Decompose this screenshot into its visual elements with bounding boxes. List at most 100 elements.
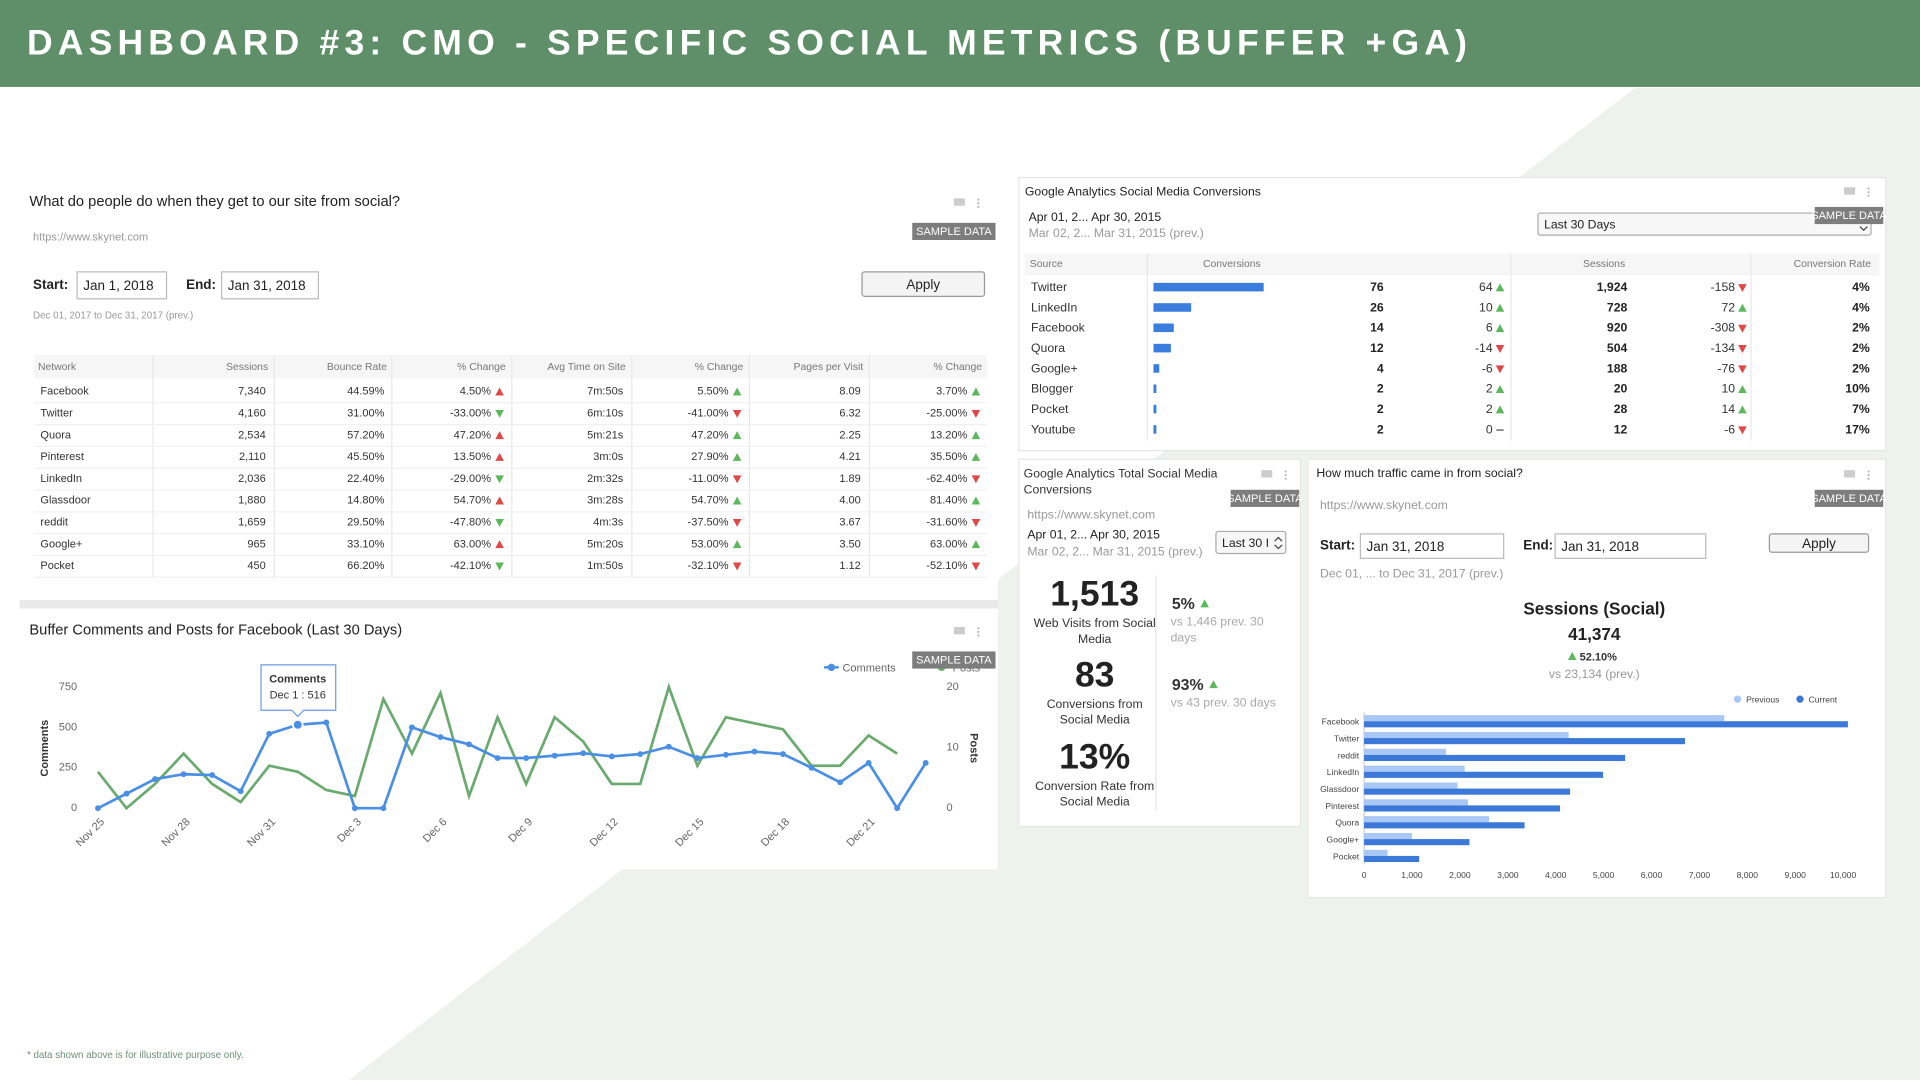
date-input[interactable] <box>76 271 168 300</box>
column-header: % Change <box>695 362 744 373</box>
cell: -25.00% <box>926 408 967 420</box>
cell: -42.10% <box>450 560 491 572</box>
series-point <box>894 805 901 812</box>
arrow-up <box>1495 385 1505 394</box>
series-point <box>580 750 587 757</box>
source-name: Pocket <box>1031 402 1069 416</box>
y-tick-label: 250 <box>59 762 77 774</box>
series-point <box>351 805 358 812</box>
cell: 2.25 <box>839 429 860 441</box>
series-point <box>152 776 158 783</box>
cell: 5.50% <box>697 386 728 398</box>
menu-dot <box>977 627 980 630</box>
source-name: Facebook <box>1031 321 1086 335</box>
cell: 64 <box>1479 280 1493 294</box>
cell: 7,340 <box>238 386 266 398</box>
y-tick-label: Pinterest <box>1325 801 1359 811</box>
arrow-up <box>1738 303 1747 312</box>
series-point <box>922 759 929 766</box>
series-point <box>380 805 387 812</box>
chart-total: 41,374 <box>1568 624 1621 644</box>
arrow-down <box>1738 284 1747 293</box>
badge-text: SAMPLE DATA <box>1227 493 1303 505</box>
apply-button[interactable] <box>861 271 986 297</box>
series-point <box>780 751 786 757</box>
cell: 2% <box>1852 361 1870 375</box>
cell: LinkedIn <box>40 473 82 485</box>
cell: 47.20% <box>454 429 492 441</box>
column-header: Network <box>38 362 77 373</box>
y-axis-title: Comments <box>39 720 51 777</box>
cell: 2 <box>1486 402 1493 416</box>
arrow-down <box>1495 365 1505 374</box>
bar <box>1364 754 1626 762</box>
menu-dot <box>977 634 980 637</box>
bar <box>1364 771 1604 778</box>
input-text: Jan 1, 2018 <box>83 278 153 293</box>
arrow-up <box>1495 324 1505 333</box>
x-tick-label: 9,000 <box>1785 870 1807 880</box>
bar <box>1364 822 1525 829</box>
metric-comparison: vs 43 prev. 30 days <box>1170 696 1276 711</box>
x-tick-label: 10,000 <box>1830 870 1856 880</box>
cell: -308 <box>1711 321 1736 335</box>
arrow-up <box>971 431 981 440</box>
cell: 63.00% <box>454 538 492 550</box>
cell: 81.40% <box>930 495 968 507</box>
cell: reddit <box>40 517 68 529</box>
series-point <box>123 790 130 797</box>
metric-comparison: vs 1,446 prev. 30 days <box>1170 615 1264 646</box>
column-header: Avg Time on Site <box>547 362 626 373</box>
date-input[interactable] <box>1554 533 1707 559</box>
cell: 28 <box>1614 402 1628 416</box>
source-name: Twitter <box>1031 280 1067 294</box>
conversion-bar <box>1153 425 1157 434</box>
comment-icon <box>1844 470 1856 478</box>
conversion-bar <box>1153 364 1160 373</box>
cell: 2,534 <box>238 429 266 441</box>
cell: 5m:21s <box>587 429 624 441</box>
cell: 4% <box>1852 280 1870 294</box>
cell: -158 <box>1711 280 1736 294</box>
arrow-up <box>495 540 504 549</box>
series-point <box>494 755 501 761</box>
dropdown[interactable] <box>1215 530 1287 555</box>
cell: 54.70% <box>691 495 729 507</box>
date-input[interactable] <box>221 271 319 300</box>
arrow-down <box>732 409 742 418</box>
comment-icon <box>1844 187 1856 195</box>
arrow-down <box>495 409 504 418</box>
url: https://www.skynet.com <box>33 231 148 243</box>
series-point <box>180 771 187 778</box>
bar <box>1364 816 1490 823</box>
arrow-up <box>732 452 742 461</box>
cell: 1,659 <box>238 517 266 529</box>
apply-button[interactable] <box>1768 533 1870 553</box>
cell: -41.00% <box>688 408 729 420</box>
bar <box>1364 805 1561 812</box>
series-point <box>266 730 273 737</box>
date-range: Apr 01, 2... Apr 30, 2015 <box>1029 210 1162 224</box>
series-point <box>837 779 844 786</box>
start-label: Start: <box>1320 538 1355 553</box>
cell: 6m:10s <box>587 408 624 420</box>
x-tick-label: 5,000 <box>1593 870 1615 880</box>
column-header: % Change <box>934 362 983 373</box>
tooltip <box>260 664 337 718</box>
cell: 4m:3s <box>593 517 623 529</box>
panel <box>19 171 998 601</box>
arrow-up <box>1495 303 1505 312</box>
cell: 728 <box>1607 300 1628 314</box>
arrow-up <box>1495 405 1505 414</box>
date-input[interactable] <box>1359 533 1505 559</box>
x-tick-label: 7,000 <box>1689 870 1711 880</box>
menu-dot <box>977 205 980 209</box>
metric-change: 5% <box>1172 596 1195 613</box>
menu-dot <box>977 630 980 633</box>
legend-dot <box>827 663 836 672</box>
menu-dot <box>1867 194 1870 198</box>
sample-badge <box>912 651 996 669</box>
bar <box>1364 832 1412 840</box>
badge-text: SAMPLE DATA <box>1811 210 1887 222</box>
cell: 2 <box>1377 422 1384 436</box>
